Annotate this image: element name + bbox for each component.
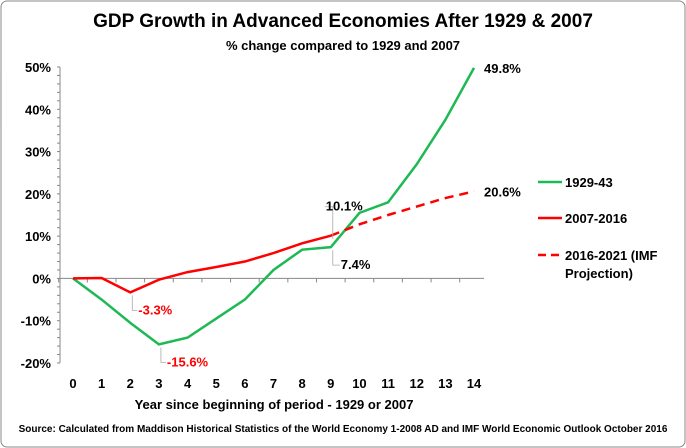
x-tick-label: 12 [409,376,423,391]
x-tick-label: 0 [69,376,76,391]
data-label: -3.3% [138,302,172,317]
y-tick-label: 40% [25,102,51,117]
source-note: Source: Calculated from Maddison Histori… [19,424,668,435]
x-tick-label: 13 [438,376,452,391]
y-tick-label: 20% [25,187,51,202]
y-tick-label: 50% [25,60,51,75]
y-tick-label: -10% [21,314,52,329]
x-tick-label: 1 [98,376,105,391]
label-leader-line [131,295,138,311]
data-label: -15.6% [167,354,209,369]
x-tick-label: 4 [184,376,192,391]
y-tick-label: 0% [32,271,51,286]
x-tick-label: 7 [270,376,277,391]
legend-label-2: 2016-2021 (IMF Projection) [565,248,658,281]
x-tick-label: 10 [352,376,366,391]
x-tick-label: 9 [327,376,334,391]
x-tick-label: 6 [241,376,248,391]
data-label: 49.8% [484,61,521,76]
label-leader-line [332,250,340,266]
chart-title: GDP Growth in Advanced Economies After 1… [93,11,593,32]
label-leader-line [324,206,334,239]
x-tick-label: 14 [467,376,482,391]
data-label: 20.6% [484,184,521,199]
data-label: 7.4% [341,257,371,272]
x-tick-label: 3 [155,376,162,391]
label-leader-line [160,347,166,363]
x-axis-label: Year since beginning of period - 1929 or… [135,397,414,412]
chart-subtitle: % change compared to 1929 and 2007 [226,38,460,53]
series-line-1 [72,234,332,294]
x-tick-label: 11 [381,376,395,391]
y-tick-label: 10% [25,229,51,244]
series-line-2 [330,190,475,237]
x-tick-label: 2 [127,376,134,391]
x-tick-label: 5 [213,376,220,391]
y-tick-label: 30% [25,145,51,160]
legend-label-1: 2007-2016 [565,211,627,226]
x-tick-label: 8 [299,376,306,391]
legend-label-0: 1929-43 [565,175,613,190]
data-label: 10.1% [326,199,363,214]
y-tick-label: -20% [21,356,52,371]
